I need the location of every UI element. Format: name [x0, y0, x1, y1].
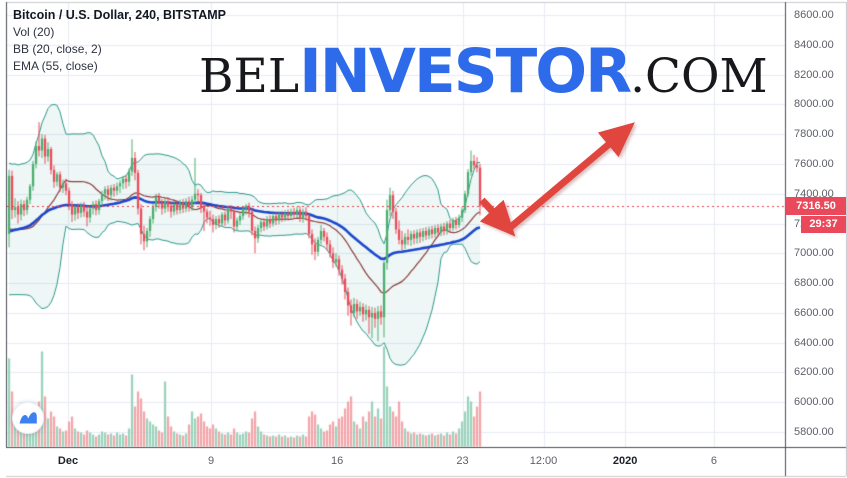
watermark-prefix: BEL	[199, 49, 300, 104]
time-tick: 9	[208, 455, 215, 467]
time-tick: 6	[710, 455, 717, 467]
price-tick: 5800.00	[794, 426, 834, 438]
price-tick: 7000.00	[794, 247, 834, 260]
time-tick: 16	[330, 455, 344, 467]
symbol-title[interactable]: Bitcoin / U.S. Dollar, 240, BITSTAMP	[13, 8, 227, 22]
price-tick: 8200.00	[794, 68, 834, 81]
time-tick: 23	[456, 455, 469, 467]
watermark: BEL INVESTOR .COM	[199, 36, 768, 107]
legend-ema[interactable]: EMA (55, close)	[13, 59, 98, 73]
price-tick: 7400.00	[794, 187, 834, 200]
last-price-badge: 7316.50	[786, 197, 846, 216]
watermark-suffix: .COM	[630, 49, 768, 104]
tradingview-mountain-icon	[19, 412, 37, 424]
legend-bollinger[interactable]: BB (20, close, 2)	[13, 42, 102, 56]
price-tick: 8600.00	[794, 9, 834, 21]
time-tick: Dec	[57, 455, 79, 467]
price-tick: 8400.00	[794, 38, 834, 51]
price-tick: 6400.00	[794, 336, 834, 349]
price-tick: 7600.00	[794, 157, 834, 170]
time-axis[interactable]: Dec 9 16 23 12:00 2020 6	[6, 448, 785, 476]
candle-countdown-badge: 29:37	[801, 216, 846, 234]
price-axis[interactable]: 5800.00 6000.00 6200.00 6400.00 6600.00 6800.…	[786, 2, 847, 448]
time-tick: 12:00	[529, 455, 558, 467]
watermark-brand: INVESTOR	[299, 36, 632, 107]
price-tick: 8000.00	[794, 98, 834, 111]
price-tick: 6600.00	[794, 306, 834, 319]
tradingview-logo[interactable]	[10, 400, 46, 436]
legend: Bitcoin / U.S. Dollar, 240, BITSTAMP Vol…	[13, 7, 226, 75]
price-tick: 6000.00	[794, 396, 834, 409]
price-tick: 6200.00	[794, 366, 834, 379]
time-tick: 2020	[612, 455, 638, 467]
legend-volume[interactable]: Vol (20)	[13, 25, 55, 39]
price-tick: 7800.00	[794, 128, 834, 141]
price-tick: 6800.00	[794, 277, 834, 290]
